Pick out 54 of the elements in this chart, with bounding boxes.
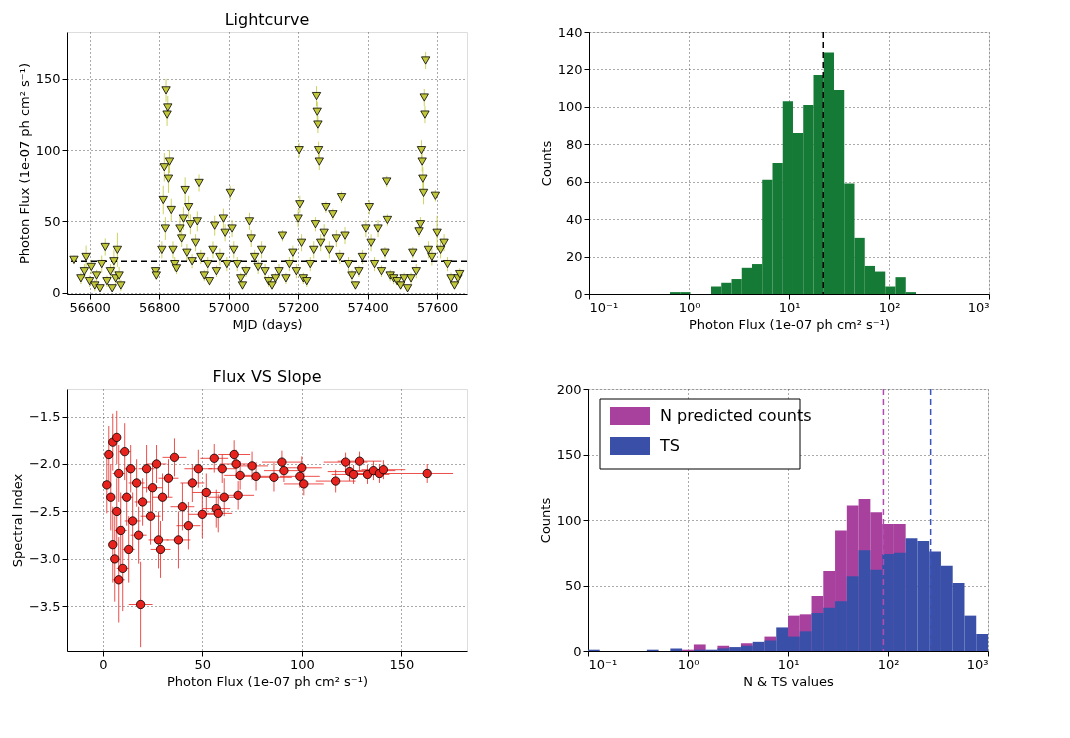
y-tick-label: 0 bbox=[574, 286, 583, 302]
x-tick-label: 56600 bbox=[69, 299, 111, 315]
x-axis-title: MJD (days) bbox=[232, 316, 303, 332]
x-tick-label: 10¹ bbox=[778, 299, 801, 315]
y-tick-label: 20 bbox=[565, 249, 583, 265]
x-axis-title: Photon Flux (1e-07 ph cm² s⁻¹) bbox=[688, 316, 891, 332]
y-tick-label: −3.0 bbox=[28, 551, 61, 567]
y-tick-label: −2.5 bbox=[28, 503, 61, 519]
y-axis-title: Counts bbox=[537, 497, 553, 544]
x-tick-label: 10⁻¹ bbox=[589, 299, 619, 315]
y-tick-label: 150 bbox=[35, 71, 61, 87]
y-tick-label: 80 bbox=[565, 136, 583, 152]
y-axis-title: Spectral Index bbox=[9, 473, 25, 568]
y-tick-label: 100 bbox=[556, 512, 582, 528]
y-tick-label: 100 bbox=[557, 99, 583, 115]
x-tick-label: 56800 bbox=[138, 299, 181, 315]
y-tick-label: 200 bbox=[556, 381, 582, 397]
y-tick-label: 100 bbox=[35, 142, 61, 158]
y-axis-title: Counts bbox=[538, 140, 554, 187]
y-tick-label: −3.5 bbox=[28, 598, 61, 614]
x-axis-title: N & TS values bbox=[743, 673, 835, 689]
y-tick-label: −1.5 bbox=[28, 409, 61, 425]
x-tick-label: 57400 bbox=[347, 299, 389, 315]
x-tick-label: 10⁻¹ bbox=[588, 656, 618, 672]
chart-title: Lightcurve bbox=[224, 10, 310, 29]
x-tick-label: 10⁰ bbox=[678, 299, 701, 315]
x-tick-label: 50 bbox=[194, 656, 212, 672]
y-tick-label: 50 bbox=[43, 213, 61, 229]
y-tick-label: 0 bbox=[52, 285, 61, 301]
y-tick-label: 150 bbox=[556, 447, 582, 462]
y-axis-title: Photon Flux (1e-07 ph cm² s⁻¹) bbox=[16, 62, 32, 265]
chart-title: Flux VS Slope bbox=[212, 367, 322, 386]
y-tick-label: 40 bbox=[565, 211, 583, 227]
x-tick-label: 10² bbox=[877, 656, 900, 672]
y-tick-label: 0 bbox=[573, 643, 582, 659]
x-tick-label: 10⁰ bbox=[677, 656, 700, 672]
x-tick-label: 10³ bbox=[967, 299, 990, 315]
x-tick-label: 57000 bbox=[208, 299, 250, 315]
legend-label: TS bbox=[659, 436, 680, 455]
y-tick-label: 140 bbox=[557, 24, 583, 40]
x-tick-label: 10³ bbox=[966, 656, 989, 672]
x-axis-title: Photon Flux (1e-07 ph cm² s⁻¹) bbox=[166, 673, 369, 689]
x-tick-label: 100 bbox=[289, 656, 315, 672]
x-tick-label: 10¹ bbox=[777, 656, 800, 672]
y-tick-label: 120 bbox=[557, 61, 583, 77]
x-tick-label: 10² bbox=[878, 299, 901, 315]
x-tick-label: 57200 bbox=[277, 299, 320, 315]
y-tick-label: 60 bbox=[565, 174, 583, 190]
legend-label: N predicted counts bbox=[660, 406, 812, 425]
y-tick-label: 50 bbox=[564, 578, 582, 593]
x-tick-label: 57600 bbox=[416, 299, 459, 315]
x-tick-label: 0 bbox=[99, 656, 108, 672]
y-tick-label: −2.0 bbox=[28, 456, 61, 472]
x-tick-label: 150 bbox=[389, 656, 415, 672]
